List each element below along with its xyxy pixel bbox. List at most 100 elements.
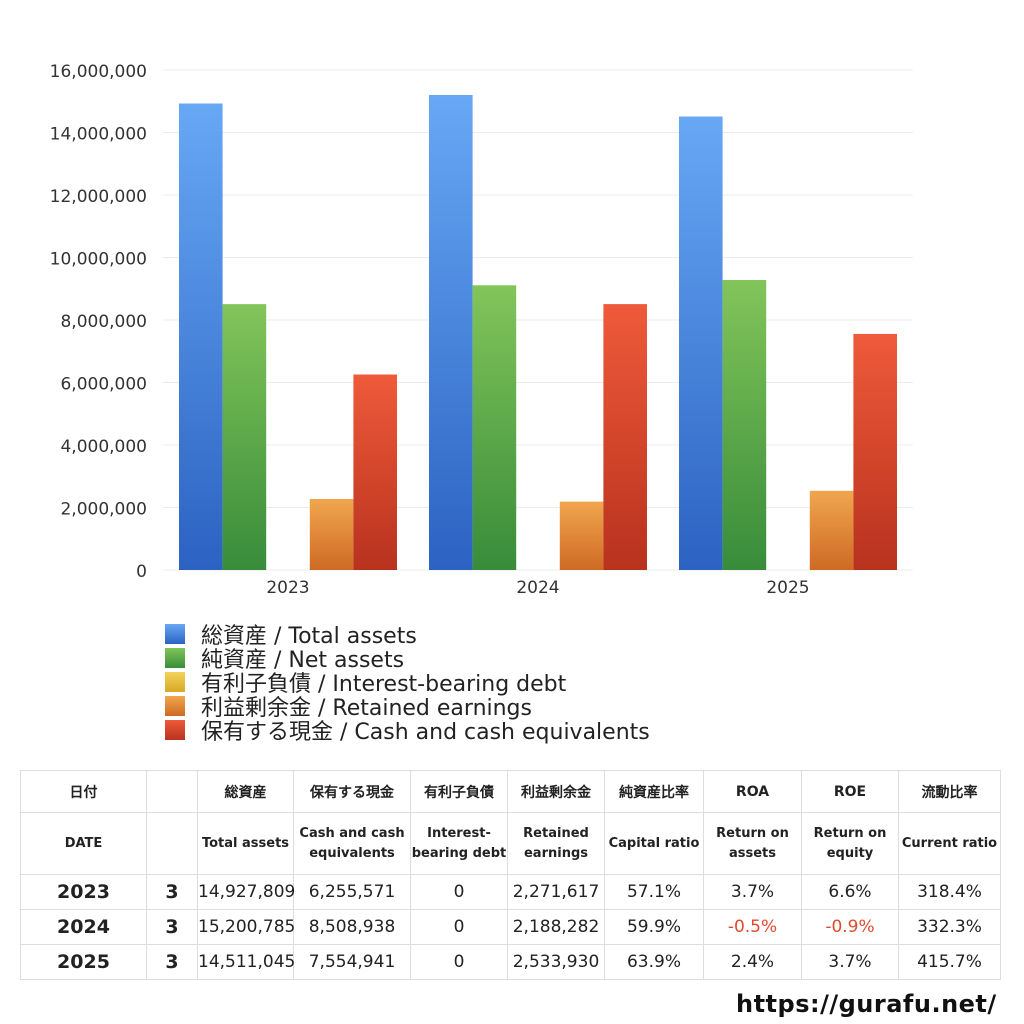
legend-item: 有利子負債 / Interest-bearing debt (165, 670, 650, 697)
chart-bars (179, 94, 897, 571)
financial-table: 日付 総資産 保有する現金 有利子負債 利益剰余金 純資産比率 ROA ROE … (20, 770, 1001, 980)
legend-swatch (165, 624, 185, 644)
x-tick-label: 2025 (766, 578, 809, 598)
header-current-ratio-jp: 流動比率 (898, 770, 1001, 813)
legend-item: 純資産 / Net assets (165, 646, 650, 673)
cell-month: 3 (146, 909, 198, 945)
bar-2023-0 (179, 103, 223, 570)
cell-retained: 2,533,930 (507, 944, 605, 980)
y-tick-label: 16,000,000 (50, 62, 147, 82)
cell-roe: 3.7% (801, 944, 899, 980)
legend-swatch (165, 672, 185, 692)
cell-debt: 0 (410, 874, 508, 910)
table-header-row-jp: 日付 総資産 保有する現金 有利子負債 利益剰余金 純資産比率 ROA ROE … (20, 770, 1001, 813)
header-current-ratio-en: Current ratio (898, 812, 1001, 875)
legend-swatch (165, 696, 185, 716)
header-capital-ratio-en: Capital ratio (604, 812, 704, 875)
x-tick-label: 2024 (516, 578, 559, 598)
cell-year: 2024 (20, 909, 147, 945)
cell-capital-ratio: 59.9% (604, 909, 704, 945)
header-retained-en: Retained earnings (507, 812, 605, 875)
cell-total-assets: 14,511,045 (197, 944, 295, 980)
header-date-jp: 日付 (20, 770, 147, 813)
header-total-assets-jp: 総資産 (197, 770, 294, 813)
legend-swatch (165, 648, 185, 668)
cell-cash: 8,508,938 (293, 909, 411, 945)
bar-2025-1 (722, 280, 767, 570)
cell-current-ratio: 318.4% (898, 874, 1001, 910)
cell-cash: 7,554,941 (293, 944, 411, 980)
cell-cash: 6,255,571 (293, 874, 411, 910)
legend-item: 総資産 / Total assets (165, 622, 650, 649)
cell-current-ratio: 332.3% (898, 909, 1001, 945)
cell-capital-ratio: 57.1% (604, 874, 704, 910)
header-roe-en: Return on equity (801, 812, 899, 875)
cell-debt: 0 (410, 944, 508, 980)
cell-month: 3 (146, 874, 198, 910)
header-debt-en: Interest-bearing debt (410, 812, 508, 875)
header-roe-jp: ROE (801, 770, 899, 813)
cell-roe: 6.6% (801, 874, 899, 910)
header-debt-jp: 有利子負債 (410, 770, 508, 813)
y-tick-label: 8,000,000 (60, 312, 147, 332)
table-row: 2025 3 14,511,045 7,554,941 0 2,533,930 … (20, 944, 1001, 980)
bar-2024-3 (559, 501, 604, 570)
chart-grid (163, 69, 913, 571)
y-tick-label: 12,000,000 (50, 187, 147, 207)
legend-label: 保有する現金 / Cash and cash equivalents (201, 720, 650, 745)
x-tick-label: 2023 (266, 578, 309, 598)
y-tick-label: 14,000,000 (50, 125, 147, 145)
legend-swatch (165, 720, 185, 740)
y-tick-label: 4,000,000 (60, 437, 147, 457)
cell-month: 3 (146, 944, 198, 980)
header-month-en (146, 812, 198, 875)
cell-total-assets: 14,927,809 (197, 874, 295, 910)
header-month-jp (146, 770, 198, 813)
table-row: 2023 3 14,927,809 6,255,571 0 2,271,617 … (20, 874, 1001, 910)
header-cash-en: Cash and cash equivalents (293, 812, 411, 875)
y-tick-label: 6,000,000 (60, 375, 147, 395)
header-retained-jp: 利益剰余金 (507, 770, 605, 813)
cell-roe: -0.9% (801, 909, 899, 945)
legend-label: 有利子負債 / Interest-bearing debt (201, 672, 567, 697)
header-roa-jp: ROA (703, 770, 802, 813)
cell-total-assets: 15,200,785 (197, 909, 295, 945)
legend-item: 利益剰余金 / Retained earnings (165, 694, 650, 721)
y-tick-label: 10,000,000 (50, 250, 147, 270)
header-date-en: DATE (20, 812, 147, 875)
cell-roa: 2.4% (703, 944, 802, 980)
bar-2023-3 (309, 499, 354, 570)
header-roa-en: Return on assets (703, 812, 802, 875)
bar-2025-4 (853, 333, 897, 570)
bar-2023-4 (353, 374, 397, 570)
site-url: https://gurafu.net/ (736, 990, 997, 1018)
cell-roa: -0.5% (703, 909, 802, 945)
cell-year: 2025 (20, 944, 147, 980)
header-capital-ratio-jp: 純資産比率 (604, 770, 704, 813)
legend-label: 純資産 / Net assets (201, 648, 405, 673)
x-axis-ticks: 2023 2024 2025 (266, 578, 809, 598)
cell-retained: 2,271,617 (507, 874, 605, 910)
y-axis-ticks: 0 2,000,000 4,000,000 6,000,000 8,000,000 10,… (50, 62, 147, 582)
header-total-assets-en: Total assets (197, 812, 294, 875)
cell-current-ratio: 415.7% (898, 944, 1001, 980)
cell-year: 2023 (20, 874, 147, 910)
bar-chart: 0 2,000,000 4,000,000 6,000,000 8,000,000 10,… (50, 62, 913, 598)
header-cash-jp: 保有する現金 (293, 770, 411, 813)
chart-legend: 総資産 / Total assets 純資産 / Net assets 有利子負債 … (165, 622, 650, 745)
legend-label: 総資産 / Total assets (201, 624, 417, 649)
bar-2024-0 (429, 94, 473, 571)
cell-capital-ratio: 63.9% (604, 944, 704, 980)
legend-label: 利益剰余金 / Retained earnings (201, 696, 532, 721)
cell-retained: 2,188,282 (507, 909, 605, 945)
y-tick-label: 0 (136, 562, 147, 582)
bar-2024-1 (472, 285, 517, 570)
table-row: 2024 3 15,200,785 8,508,938 0 2,188,282 … (20, 909, 1001, 945)
bar-2024-4 (603, 304, 647, 570)
bar-2023-1 (222, 304, 267, 570)
table-header-row-en: DATE Total assets Cash and cash equivale… (20, 812, 1001, 875)
cell-debt: 0 (410, 909, 508, 945)
bar-2025-0 (679, 116, 723, 570)
legend-item: 保有する現金 / Cash and cash equivalents (165, 718, 650, 745)
y-tick-label: 2,000,000 (60, 500, 147, 520)
